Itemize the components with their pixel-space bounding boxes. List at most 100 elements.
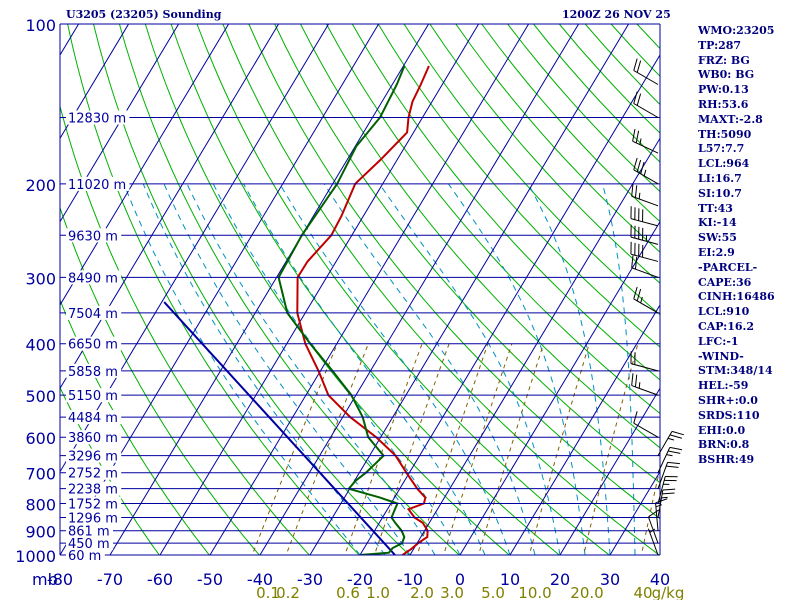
index-line: HEL:-59 (698, 379, 749, 393)
index-line: BRN:0.8 (698, 438, 750, 452)
wind-barb (630, 206, 659, 227)
wind-barb (633, 58, 659, 85)
index-line: TT:43 (698, 201, 733, 215)
index-line: EHI:0.0 (698, 423, 746, 437)
temperature-tick-label: -40 (247, 570, 273, 589)
mixing-ratio-line (285, 343, 369, 555)
isotherm (60, 24, 280, 390)
mixing-ratio-label: 0.6 (336, 584, 360, 600)
index-line: SW:55 (698, 231, 737, 245)
dry-adiabat (93, 24, 411, 555)
height-label-bg (66, 548, 105, 562)
wind-barb (633, 286, 659, 314)
pressure-tick-label: 600 (25, 429, 56, 448)
height-label: 8490 m (68, 271, 118, 286)
wind-barb (657, 475, 678, 504)
index-line: LI:16.7 (698, 171, 742, 185)
mixing-ratio-label: 3.0 (440, 584, 464, 600)
mixing-ratio-label: g/kg (652, 584, 685, 600)
index-line: WMO:23205 (698, 24, 775, 37)
pressure-tick-label: 700 (25, 465, 56, 484)
temperature-tick-label: -10 (397, 570, 423, 589)
index-line: -PARCEL- (698, 260, 758, 274)
wind-barb (633, 91, 659, 118)
mixing-ratio-label: 0.2 (276, 584, 300, 600)
dry-adiabat (325, 24, 660, 415)
index-line: EI:2.9 (698, 245, 735, 259)
index-line: CAP:16.2 (698, 319, 755, 333)
isotherm (309, 24, 630, 555)
height-label: 12830 m (68, 112, 126, 127)
dry-adiabat (60, 298, 210, 555)
height-label: 2238 m (68, 483, 118, 498)
dry-adiabat (222, 24, 660, 555)
isotherm (359, 54, 660, 555)
pressure-tick-label: 900 (25, 523, 56, 542)
mixing-ratio-line (640, 466, 660, 555)
height-label-bg (66, 110, 130, 125)
index-line: LCL:910 (698, 305, 750, 319)
index-line: PW:0.13 (698, 83, 749, 97)
temperature-tick-label: 0 (455, 570, 465, 589)
index-line: L57:7.7 (698, 142, 745, 156)
moist-adiabat (142, 183, 386, 555)
index-line: LCL:964 (698, 157, 750, 171)
moist-adiabat (186, 183, 436, 555)
isotherm (159, 24, 480, 555)
dry-adiabat (67, 24, 360, 555)
temperature-profile-line (296, 65, 430, 555)
height-label: 3860 m (68, 431, 118, 446)
isotherm (209, 24, 530, 555)
isotherm (509, 304, 660, 555)
pressure-tick-label: 200 (25, 176, 56, 195)
index-line: SRDS:110 (698, 408, 760, 422)
mixing-ratio-label: 1.0 (366, 584, 390, 600)
height-label-bg (66, 270, 122, 285)
dry-adiabat (248, 24, 660, 520)
wind-barb (630, 241, 659, 262)
dry-adiabat (403, 24, 660, 316)
height-label-bg (66, 465, 122, 480)
height-label: 861 m (68, 525, 110, 540)
height-label: 1752 m (68, 498, 118, 513)
wind-barb (633, 157, 659, 185)
dry-adiabat (792, 24, 800, 566)
temperature-tick-label: 30 (600, 570, 620, 589)
moist-adiabat (602, 183, 636, 555)
height-label-bg (66, 496, 122, 511)
temperature-tick-label: -30 (297, 570, 323, 589)
height-label: 6650 m (68, 338, 118, 353)
moist-adiabat (447, 183, 586, 555)
wind-barb (632, 128, 659, 154)
index-line: SI:10.7 (698, 186, 742, 200)
temperature-tick-label: 40 (650, 570, 670, 589)
height-label-bg (66, 510, 122, 525)
dry-adiabat (351, 24, 660, 381)
mixing-ratio-label: 10.0 (518, 584, 551, 600)
dry-adiabat (196, 24, 611, 555)
isotherm (0, 24, 29, 555)
wind-barb (630, 351, 659, 372)
dry-adiabat (60, 386, 160, 555)
moist-adiabat (212, 183, 461, 555)
pressure-tick-label: 300 (25, 269, 56, 288)
index-line: SHR+:0.0 (698, 393, 758, 407)
height-label: 2752 m (68, 467, 118, 482)
height-label-bg (66, 228, 122, 243)
height-label-bg (66, 536, 113, 551)
sounding-time: 1200Z 26 NOV 25 (562, 8, 671, 21)
pressure-unit-label: mb (32, 570, 58, 589)
wind-barb (631, 183, 659, 207)
pressure-tick-label: 800 (25, 496, 56, 515)
height-label: 60 m (68, 549, 101, 564)
wind-barb (631, 373, 659, 396)
pressure-tick-label: 500 (25, 387, 56, 406)
index-line: MAXT:-2.8 (698, 112, 763, 126)
index-line: TP:287 (698, 38, 742, 52)
temperature-tick-label: 10 (500, 570, 520, 589)
temperature-tick-label: -50 (197, 570, 223, 589)
isotherm (60, 24, 330, 473)
height-label: 11020 m (68, 178, 126, 193)
pressure-tick-label: 400 (25, 336, 56, 355)
wind-barb (657, 461, 680, 489)
